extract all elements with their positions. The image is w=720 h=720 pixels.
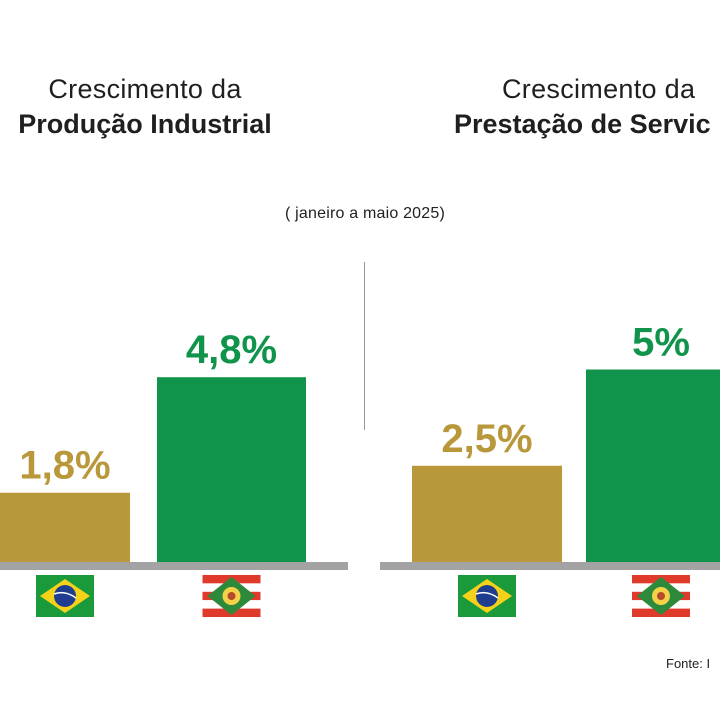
bar — [157, 377, 306, 562]
data-label: 2,5% — [441, 417, 532, 461]
chart-title-industrial: Crescimento da Produção Industrial — [0, 72, 290, 142]
brazil-flag-icon — [36, 575, 94, 617]
chart-title-services: Crescimento da Prestação de Servic — [430, 72, 720, 142]
title-line1: Crescimento da — [48, 74, 242, 104]
data-label: 4,8% — [186, 328, 277, 372]
source-label: Fonte: I — [666, 656, 711, 671]
data-label: 1,8% — [19, 444, 110, 488]
brazil-flag-icon — [458, 575, 516, 617]
title-line1: Crescimento da — [502, 74, 696, 104]
period-label: ( janeiro a maio 2025) — [284, 205, 446, 222]
bar — [0, 492, 130, 562]
baseline — [380, 562, 720, 570]
data-label: 5% — [632, 321, 690, 365]
baseline — [0, 562, 348, 570]
bar — [586, 369, 720, 562]
title-line2: Produção Industrial — [18, 109, 272, 139]
santa-catarina-flag-icon — [632, 575, 690, 617]
title-line2: Prestação de Servic — [454, 109, 711, 139]
santa-catarina-flag-icon — [202, 575, 261, 617]
bar — [412, 465, 562, 562]
chart-divider — [364, 262, 365, 430]
